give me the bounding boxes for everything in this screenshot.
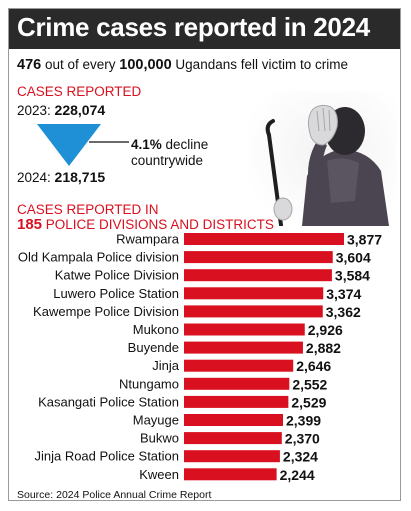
divisions-label-line1: CASES REPORTED IN: [17, 202, 159, 217]
bar: [184, 323, 305, 336]
decline-percent: 4.1%: [131, 137, 162, 152]
value-label: 3,877: [347, 232, 382, 248]
bar: [184, 414, 284, 426]
value-label: 2,552: [292, 376, 327, 392]
decline-note: 4.1% decline countrywide: [131, 137, 208, 169]
category-label: Bukwo: [140, 431, 179, 446]
cases-2023-value: 228,074: [54, 102, 106, 118]
subtitle-number-population: 100,000: [119, 57, 172, 73]
cases-2023-label: 2023:: [17, 103, 55, 118]
subtitle-text-2: Ugandans fell victim to crime: [171, 57, 348, 72]
category-label: Mayuge: [133, 413, 179, 428]
category-label: Jinja: [152, 358, 180, 373]
cases-2024: 2024: 218,715: [17, 169, 105, 185]
cases-2024-label: 2024:: [17, 170, 55, 185]
value-label: 3,362: [326, 304, 361, 320]
bar: [184, 395, 289, 408]
decline-scope: countrywide: [131, 153, 204, 168]
value-label: 2,324: [283, 449, 318, 465]
value-label: 3,604: [336, 250, 371, 266]
category-label: Kasangati Police Station: [38, 394, 179, 409]
category-label: Ntungamo: [119, 376, 179, 391]
category-label: Katwe Police Division: [55, 268, 179, 283]
bar: [184, 287, 324, 300]
value-label: 3,374: [326, 286, 361, 302]
cases-bar-chart: Rwampara 3,877 Old Kampala Police division…: [18, 232, 382, 483]
category-label: Jinja Road Police Station: [34, 449, 179, 464]
bar: [184, 450, 280, 463]
category-label: Luwero Police Station: [53, 286, 179, 301]
category-label: Rwampara: [116, 232, 180, 247]
category-label: Kawempe Police Division: [33, 304, 179, 319]
cases-reported-label: CASES REPORTED: [17, 84, 142, 99]
divisions-label-rest: POLICE DIVISIONS AND DISTRICTS: [42, 217, 274, 232]
category-label: Mukono: [133, 322, 179, 337]
bar: [184, 269, 332, 282]
value-label: 2,882: [306, 340, 341, 356]
subtitle: 476 out of every 100,000 Ugandans fell v…: [17, 57, 348, 73]
value-label: 2,244: [280, 467, 315, 483]
decline-triangle-icon: [37, 124, 129, 166]
bar: [184, 377, 290, 390]
divisions-count: 185: [17, 216, 43, 233]
value-label: 2,529: [291, 394, 326, 410]
category-label: Kween: [139, 467, 179, 482]
title-bar: Crime cases reported in 2024: [9, 9, 400, 49]
bar: [184, 468, 277, 481]
bar: [184, 359, 294, 372]
decline-text: decline: [161, 137, 209, 152]
bar: [184, 432, 282, 445]
value-label: 3,584: [335, 268, 370, 284]
infographic-frame: Crime cases reported in 2024 476 out of …: [8, 8, 401, 501]
bar: [184, 305, 323, 318]
bar: [184, 233, 344, 245]
bar: [184, 341, 303, 354]
source-note: Source: 2024 Police Annual Crime Report: [17, 489, 212, 501]
subtitle-text-1: out of every: [41, 57, 120, 72]
cases-2024-value: 218,715: [54, 169, 106, 185]
divisions-label: CASES REPORTED IN 185 POLICE DIVISIONS AN…: [17, 202, 274, 232]
value-label: 2,646: [296, 358, 331, 374]
page-title: Crime cases reported in 2024: [17, 12, 370, 42]
cases-2023: 2023: 228,074: [17, 102, 105, 118]
value-label: 2,926: [308, 322, 343, 338]
category-label: Old Kampala Police division: [18, 250, 179, 265]
value-label: 2,370: [285, 431, 320, 447]
subtitle-number-victims: 476: [17, 57, 42, 73]
criminal-photo-illustration: [247, 91, 397, 226]
category-label: Buyende: [128, 340, 179, 355]
bar: [184, 251, 333, 264]
value-label: 2,399: [286, 413, 321, 429]
